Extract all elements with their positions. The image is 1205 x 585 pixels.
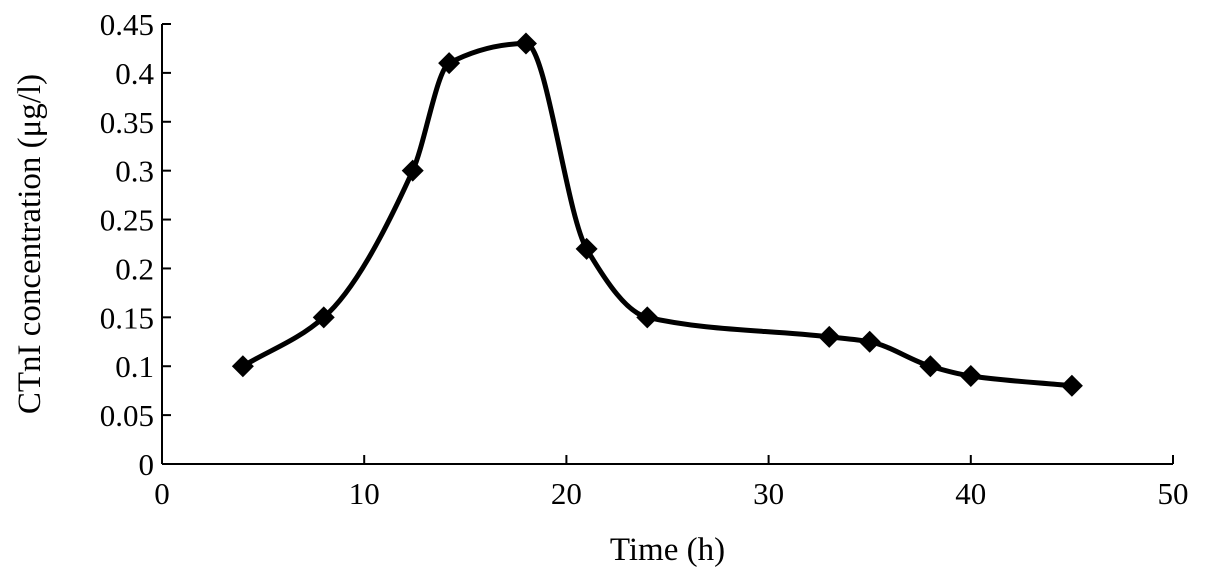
y-tick-label: 0.1 — [115, 349, 154, 384]
data-point — [959, 365, 982, 387]
x-tick-label: 20 — [551, 476, 582, 511]
data-markers — [231, 32, 1083, 397]
y-tick-label: 0.05 — [100, 398, 154, 433]
y-tick-label: 0.35 — [100, 105, 154, 140]
data-point — [858, 330, 881, 353]
y-tick-label: 0.2 — [115, 251, 154, 286]
data-point — [231, 355, 254, 378]
data-point — [438, 52, 461, 75]
y-tick-label: 0.45 — [100, 7, 154, 42]
data-point — [919, 355, 942, 378]
y-axis-title: CTnI concentration (μg/l) — [12, 74, 48, 414]
x-tick-label: 30 — [753, 476, 784, 511]
x-tick-label: 0 — [154, 476, 170, 511]
data-point — [1060, 374, 1083, 397]
x-axis-ticks: 0 10 20 30 40 50 — [154, 455, 1189, 511]
x-tick-label: 40 — [955, 476, 986, 511]
data-point — [818, 325, 841, 348]
data-point — [401, 159, 424, 182]
data-point — [636, 306, 659, 329]
x-tick-label: 50 — [1158, 476, 1189, 511]
data-point — [575, 237, 598, 260]
y-tick-label: 0.25 — [100, 203, 154, 238]
y-tick-label: 0.15 — [100, 300, 154, 335]
x-tick-label: 10 — [349, 476, 380, 511]
y-tick-label: 0 — [139, 447, 155, 482]
y-axis-ticks: 0 0.05 0.1 0.15 0.2 0.25 0.3 0.35 0.4 0.45 — [100, 7, 171, 482]
y-tick-label: 0.4 — [115, 56, 154, 91]
y-tick-label: 0.3 — [115, 154, 154, 189]
data-point — [514, 32, 537, 55]
data-point — [312, 306, 335, 329]
series-line — [240, 41, 1075, 389]
x-axis-title: Time (h) — [610, 532, 725, 568]
